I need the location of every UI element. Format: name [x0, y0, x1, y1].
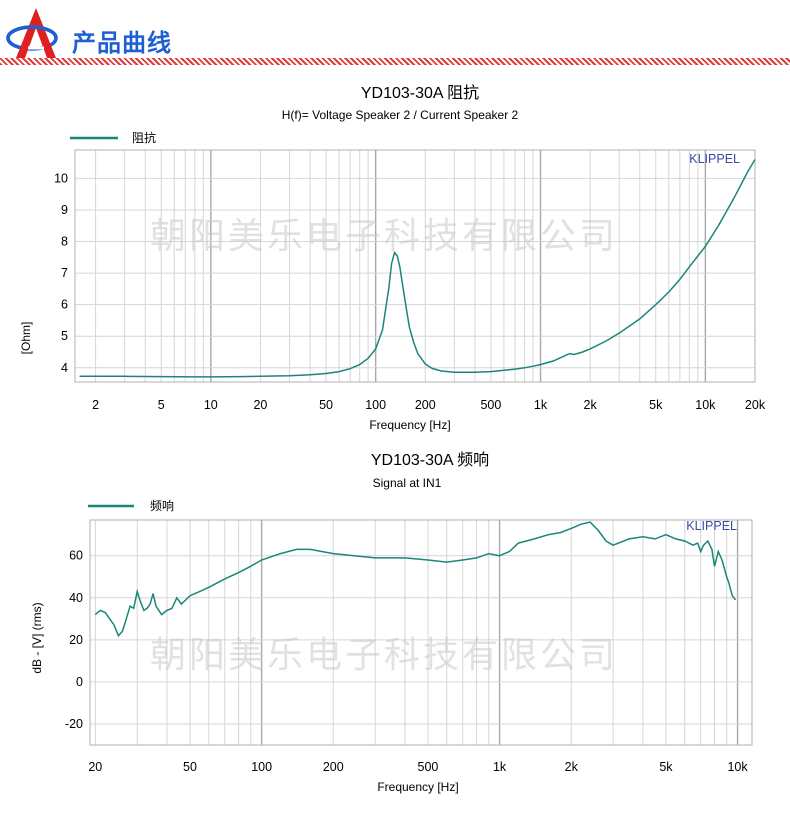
watermark: 朝阳美乐电子科技有限公司 — [150, 635, 618, 676]
x-tick-label: 1k — [493, 760, 507, 774]
x-tick-label: 100 — [251, 760, 272, 774]
y-tick-label: 5 — [61, 329, 68, 343]
y-tick-label: 7 — [61, 266, 68, 280]
y-tick-label: 4 — [61, 361, 68, 375]
company-logo — [6, 8, 58, 58]
x-tick-label: 100 — [365, 398, 386, 412]
frequency-response-curve — [94, 521, 737, 638]
impedance-chart: YD103-30A 阻抗 H(f)= Voltage Speaker 2 / C… — [19, 84, 766, 432]
chart-subtitle: Signal at IN1 — [373, 476, 442, 490]
header-divider — [0, 58, 790, 65]
klippel-brand: KLIPPEL — [686, 519, 737, 533]
y-tick-label: 9 — [61, 203, 68, 217]
page-header: 产品曲线 — [0, 0, 790, 70]
chart-title: YD103-30A 频响 — [371, 451, 489, 469]
x-tick-label: 2k — [584, 398, 598, 412]
chart-subtitle: H(f)= Voltage Speaker 2 / Current Speake… — [282, 108, 519, 122]
y-axis-label: dB - [V] (rms) — [30, 602, 44, 673]
x-tick-label: 5k — [649, 398, 663, 412]
x-tick-label: 500 — [480, 398, 501, 412]
impedance-curve — [79, 159, 756, 378]
y-tick-label: 60 — [69, 549, 83, 563]
header-title: 产品曲线 — [72, 29, 172, 57]
x-tick-label: 2 — [92, 398, 99, 412]
y-tick-label: 6 — [61, 298, 68, 312]
x-tick-label: 1k — [534, 398, 548, 412]
y-tick-label: 8 — [61, 235, 68, 249]
watermark: 朝阳美乐电子科技有限公司 — [150, 216, 618, 257]
x-tick-label: 5 — [158, 398, 165, 412]
x-tick-label: 500 — [418, 760, 439, 774]
x-tick-label: 20k — [745, 398, 766, 412]
x-tick-label: 2k — [565, 760, 579, 774]
x-tick-label: 200 — [323, 760, 344, 774]
chart-title: YD103-30A 阻抗 — [361, 84, 479, 102]
y-tick-label: 40 — [69, 591, 83, 605]
x-tick-label: 20 — [88, 760, 102, 774]
x-tick-label: 20 — [253, 398, 267, 412]
x-tick-label: 10k — [695, 398, 716, 412]
y-tick-label: -20 — [65, 717, 83, 731]
x-tick-label: 5k — [659, 760, 673, 774]
y-tick-label: 20 — [69, 633, 83, 647]
frequency-response-chart: YD103-30A 频响 Signal at IN1 频响 KLIPPEL 朝阳… — [30, 451, 753, 794]
x-tick-label: 10 — [204, 398, 218, 412]
x-tick-label: 200 — [415, 398, 436, 412]
y-axis-label: [Ohm] — [19, 322, 33, 355]
legend-label: 阻抗 — [132, 130, 156, 145]
x-axis-label: Frequency [Hz] — [369, 418, 450, 432]
y-tick-label: 10 — [54, 171, 68, 185]
y-tick-label: 0 — [76, 675, 83, 689]
x-tick-label: 50 — [319, 398, 333, 412]
x-tick-label: 10k — [727, 760, 748, 774]
klippel-brand: KLIPPEL — [689, 152, 740, 166]
legend-label: 频响 — [150, 498, 174, 513]
x-axis-label: Frequency [Hz] — [377, 780, 458, 794]
x-tick-label: 50 — [183, 760, 197, 774]
